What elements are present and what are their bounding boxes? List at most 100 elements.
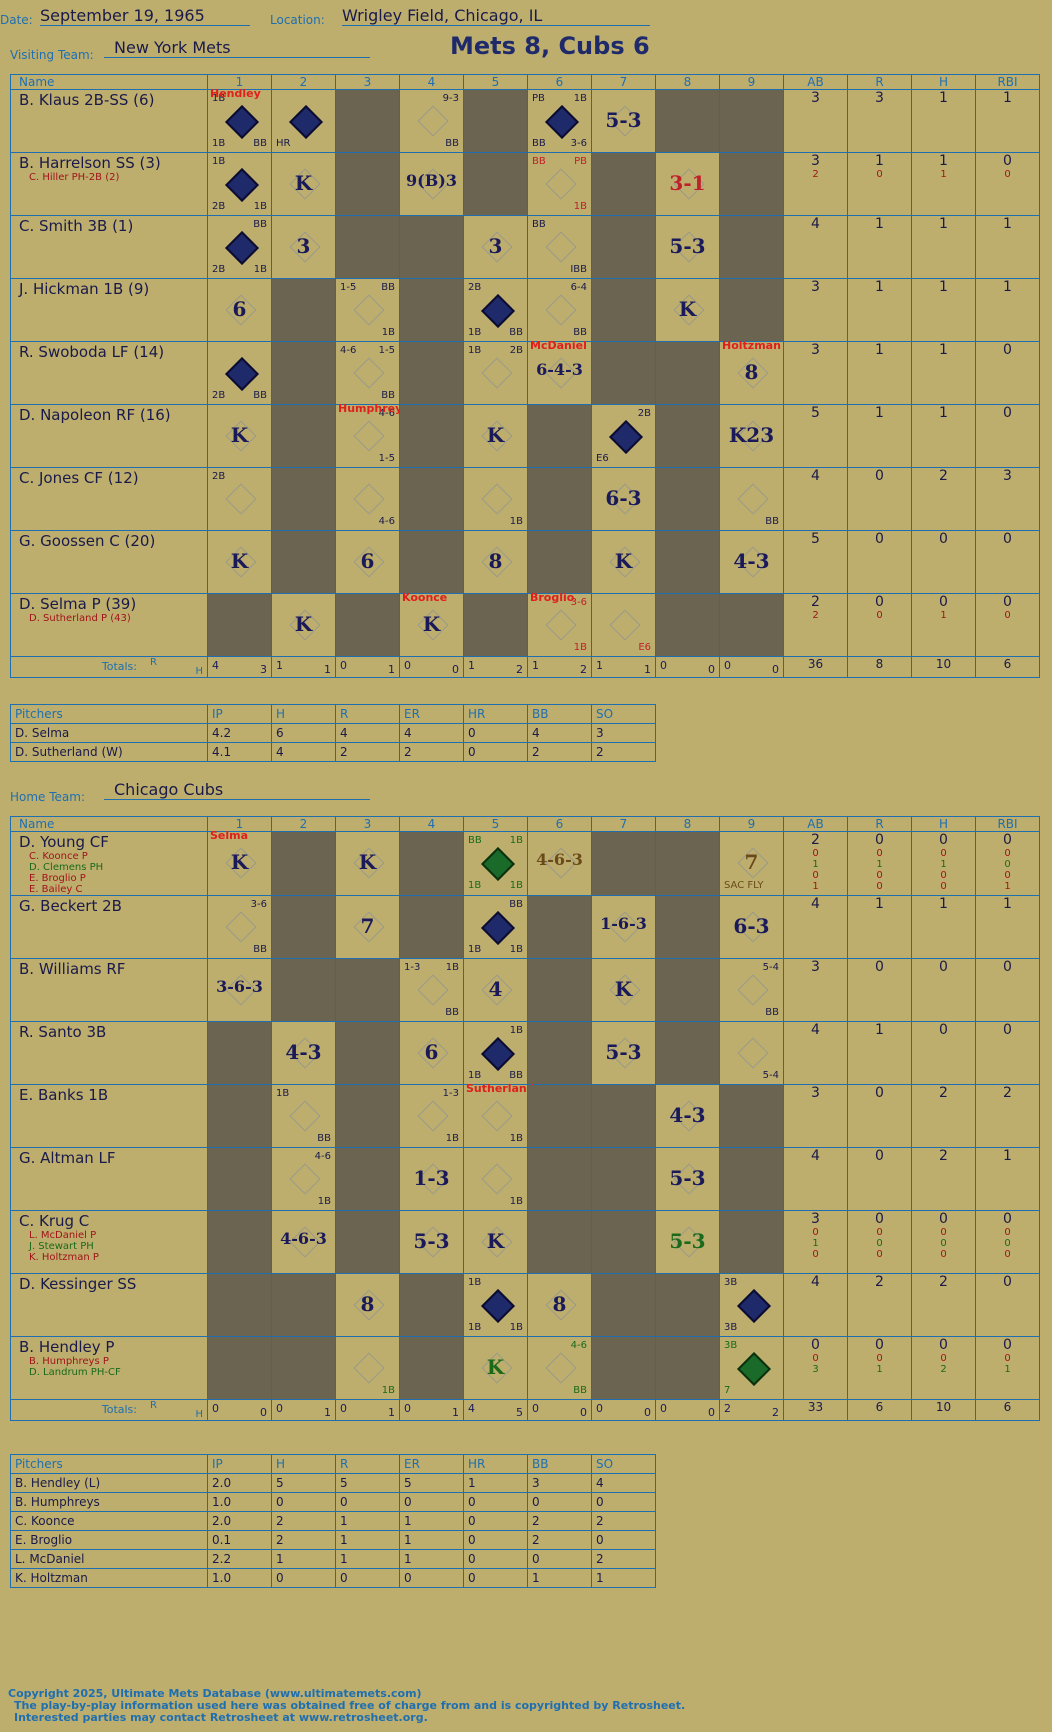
at-bat-cell xyxy=(399,895,464,959)
pitcher-name: K. Holtzman xyxy=(10,1568,208,1588)
at-bat-cell xyxy=(719,278,784,342)
at-bat-cell xyxy=(655,1273,720,1337)
pitcher-stat: 2 xyxy=(271,1511,336,1531)
base-diamond-icon xyxy=(737,974,769,1006)
play-result: 4-6-3 xyxy=(280,1229,327,1248)
at-bat-cell xyxy=(655,958,720,1022)
play-annotation: 1B xyxy=(253,201,267,212)
at-bat-cell: 3-6 BB xyxy=(207,895,272,959)
play-result: 8 xyxy=(488,549,503,573)
player-name-cell: J. Hickman 1B (9) xyxy=(10,278,208,342)
stat-ab: 4 xyxy=(783,1021,848,1085)
player-row: J. Hickman 1B (9) 6 1-5 BB 1B 2B 1B BB 6-4 BB K 3 1 1… xyxy=(10,278,1040,342)
inning-hits: 1 xyxy=(452,1406,459,1419)
at-bat-box xyxy=(528,468,591,530)
pitcher-stat: 2 xyxy=(399,742,464,762)
pitcher-stat: 0 xyxy=(463,1511,528,1531)
play-result: K xyxy=(230,850,249,874)
inning-runs: 0 xyxy=(276,1402,283,1415)
at-bat-cell xyxy=(655,593,720,657)
substitute-stat-value: 0 xyxy=(1004,1353,1011,1364)
pitcher-stat: 2 xyxy=(527,742,592,762)
at-bat-box: 2B E6 xyxy=(592,405,655,467)
pitchers-col-header: Pitchers xyxy=(10,704,208,724)
at-bat-cell xyxy=(207,1273,272,1337)
play-annotation: IBB xyxy=(570,264,587,275)
pitchers-col-header: R xyxy=(335,704,400,724)
pitcher-stat: 1.0 xyxy=(207,1492,272,1512)
play-annotation: 9-3 xyxy=(442,93,459,104)
play-annotation: BB xyxy=(381,390,395,401)
stat-value: 0 xyxy=(875,531,884,547)
at-bat-cell: 8 xyxy=(335,1273,400,1337)
at-bat-cell: 1B 2B xyxy=(463,341,528,405)
at-bat-cell xyxy=(271,530,336,594)
at-bat-cell: 3-1 xyxy=(655,152,720,216)
stat-rbi: 1 xyxy=(975,89,1040,153)
substitute-stat-value: 0 xyxy=(876,1353,883,1364)
player-name: D. Kessinger SS xyxy=(19,1275,137,1293)
at-bat-box: 5-3 xyxy=(592,1022,655,1084)
at-bat-box: 7 SAC FLY xyxy=(720,832,783,894)
at-bat-box: 5-3 xyxy=(656,1211,719,1273)
stat-r: 0 xyxy=(847,1147,912,1211)
pitching-change-note: McDaniel xyxy=(530,339,587,352)
base-diamond-icon xyxy=(289,1163,321,1195)
pitcher-row: C. Koonce 2.0 2 1 1 0 2 2 xyxy=(10,1511,656,1531)
stat-r: 0 xyxy=(847,530,912,594)
player-name-cell: B. Klaus 2B-SS (6) xyxy=(10,89,208,153)
player-name-cell: B. Hendley P B. Humphreys P D. Landrum PH-… xyxy=(10,1336,208,1400)
stat-value: 0 xyxy=(939,959,948,975)
base-diamond-icon xyxy=(289,105,323,139)
stat-value: 3 xyxy=(811,959,820,975)
at-bat-cell: 4-6 1-5 Humphreys xyxy=(335,402,409,468)
at-bat-cell xyxy=(591,1147,656,1211)
pitcher-stat: 0 xyxy=(591,1492,656,1512)
at-bat-box: 4-6 xyxy=(336,468,399,530)
play-annotation: BB xyxy=(765,516,779,527)
at-bat-cell xyxy=(591,831,656,896)
inning-runs: 1 xyxy=(532,659,539,672)
at-bat-cell: 9-3 BB xyxy=(399,89,464,153)
inning-runs: 0 xyxy=(660,659,667,672)
at-bat-box xyxy=(592,1211,655,1273)
at-bat-box xyxy=(656,832,719,894)
footer-source: The play-by-play information used here w… xyxy=(14,1699,686,1712)
at-bat-cell xyxy=(719,152,784,216)
base-diamond-icon xyxy=(545,105,579,139)
at-bat-box xyxy=(656,90,719,152)
at-bat-box xyxy=(720,90,783,152)
stat-value: 1 xyxy=(875,216,884,232)
pitchers-col-header: IP xyxy=(207,1454,272,1474)
at-bat-box xyxy=(400,1274,463,1336)
play-annotation: BB xyxy=(532,156,546,167)
pitcher-stat: 1 xyxy=(399,1511,464,1531)
pitcher-row: B. Humphreys 1.0 0 0 0 0 0 0 xyxy=(10,1492,656,1512)
pitchers-header-row: Pitchers IP H R ER HR BB SO xyxy=(10,704,656,724)
pitcher-stat: 1.0 xyxy=(207,1568,272,1588)
play-annotation: BB xyxy=(253,944,267,955)
play-annotation: 4-6 xyxy=(340,345,357,356)
at-bat-box: 1B xyxy=(464,468,527,530)
substitute-stat-value: 1 xyxy=(812,1238,819,1249)
stat-value: 1 xyxy=(939,216,948,232)
base-diamond-icon xyxy=(481,483,513,515)
pitchers-col-header: BB xyxy=(527,1454,592,1474)
player-row: B. Harrelson SS (3) C. Hiller PH-2B (2) 1B… xyxy=(10,152,1040,216)
play-annotation: BB xyxy=(445,1007,459,1018)
stat-value: 0 xyxy=(939,1211,948,1227)
at-bat-cell xyxy=(271,467,336,531)
at-bat-cell xyxy=(335,1021,400,1085)
player-row: D. Kessinger SS 8 1B 1B 1B 8 3B 3B 4 2 2 0 xyxy=(10,1273,1040,1337)
stat-h: 1 xyxy=(911,278,976,342)
at-bat-cell: 4-6 1-5 BB xyxy=(335,341,400,405)
pitcher-stat: 4 xyxy=(527,723,592,743)
total-r: 8 xyxy=(847,656,912,678)
inning-hits: 0 xyxy=(260,1406,267,1419)
at-bat-box: 1-5 BB 1B xyxy=(336,279,399,341)
base-diamond-icon xyxy=(353,483,385,515)
